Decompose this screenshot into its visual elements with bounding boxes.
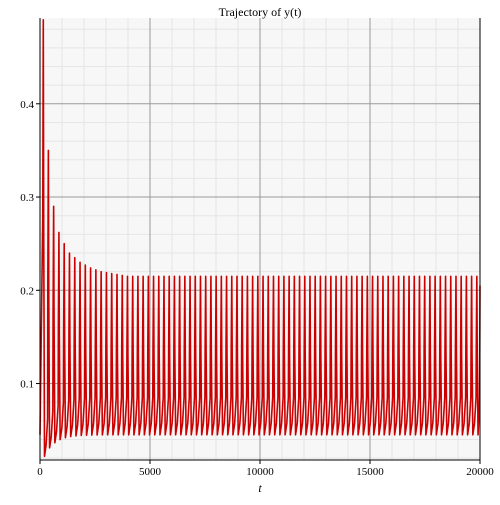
- major-grid: [40, 18, 481, 460]
- series-layer: [39, 19, 481, 458]
- tick-labels: 0 5000 10000 15000 20000 0.1 0.2 0.3 0.4: [20, 99, 494, 478]
- y-tick-label: 0.2: [20, 285, 34, 297]
- axes: [36, 18, 481, 464]
- x-tick-label: 20000: [466, 466, 494, 478]
- x-tick-label: 10000: [246, 466, 274, 478]
- chart-title: Trajectory of y(t): [219, 5, 302, 19]
- x-axis-label: t: [258, 481, 262, 495]
- y-tick-label: 0.1: [20, 379, 34, 391]
- x-tick-label: 15000: [356, 466, 384, 478]
- series-line: [39, 19, 481, 458]
- y-tick-label: 0.3: [20, 192, 34, 204]
- x-tick-label: 5000: [139, 466, 162, 478]
- y-tick-label: 0.4: [20, 99, 34, 111]
- x-tick-label: 0: [37, 466, 43, 478]
